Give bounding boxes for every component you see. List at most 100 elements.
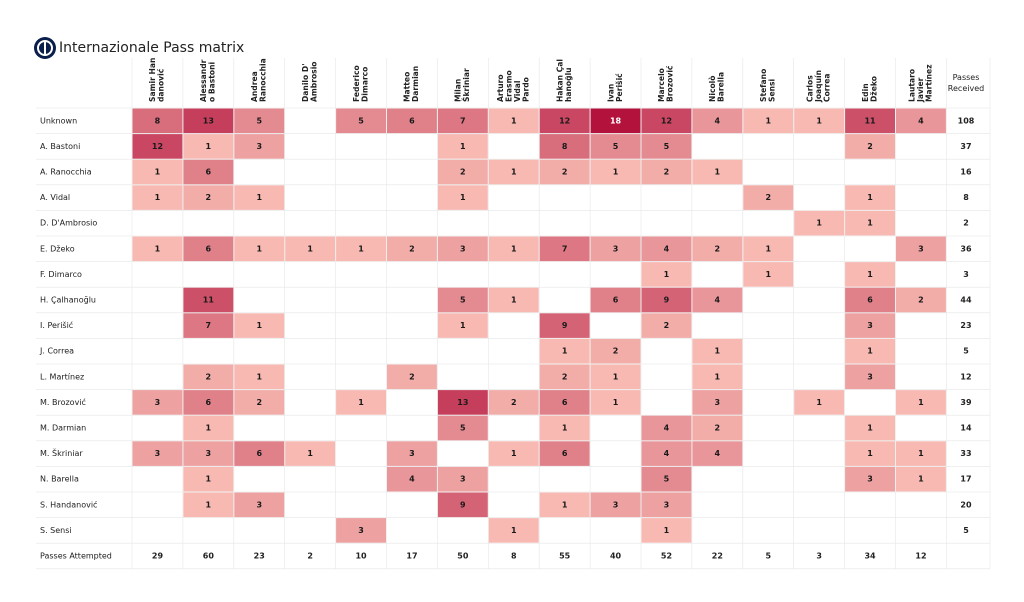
passes-attempted-value: 52 xyxy=(661,552,672,561)
column-header-label: Ivan xyxy=(606,84,615,102)
cell-value: 2 xyxy=(664,168,670,177)
cell-value: 5 xyxy=(664,475,670,484)
column-header-label: Hakan Çal xyxy=(555,59,564,102)
heatmap-cell xyxy=(641,262,692,287)
cell-value: 12 xyxy=(152,142,163,151)
cell-value: 4 xyxy=(664,449,670,458)
heatmap-cell xyxy=(641,159,692,185)
column-header-label: Milan xyxy=(454,79,463,102)
passes-received-value: 12 xyxy=(960,372,971,381)
cell-value: 2 xyxy=(206,372,212,381)
heatmap-cell xyxy=(845,441,895,466)
cell-value: 2 xyxy=(765,193,771,202)
column-header-label: Martínez xyxy=(924,64,933,102)
cell-value: 2 xyxy=(664,321,670,330)
cell-value: 1 xyxy=(460,193,466,202)
heatmap-cell xyxy=(539,415,590,441)
heatmap-cell xyxy=(132,134,183,159)
column-header-label: Marcelo xyxy=(657,68,666,102)
column-header-label: Perišić xyxy=(615,73,624,102)
heatmap-cell xyxy=(845,134,895,159)
heatmap-cell xyxy=(845,287,895,313)
cell-value: 1 xyxy=(867,270,873,279)
passes-received-value: 108 xyxy=(958,116,975,125)
cell-value: 1 xyxy=(765,116,771,125)
cell-value: 2 xyxy=(409,372,415,381)
heatmap-cell xyxy=(488,159,539,185)
heatmap-cell xyxy=(590,108,641,134)
passes-attempted-value: 60 xyxy=(203,552,215,561)
heatmap-cell xyxy=(488,287,539,313)
heatmap-cell xyxy=(285,236,336,262)
heatmap-cell xyxy=(590,236,641,262)
passes-attempted-value: 29 xyxy=(152,552,164,561)
heatmap-cell xyxy=(183,492,234,518)
heatmap-cell xyxy=(132,390,183,415)
receiver-label: A. Bastoni xyxy=(40,142,80,151)
cell-value: 5 xyxy=(613,142,619,151)
cell-value: 1 xyxy=(765,270,771,279)
cell-value: 2 xyxy=(256,398,262,407)
column-header-label: danović xyxy=(157,68,166,102)
heatmap-cell xyxy=(437,134,488,159)
column-header-label: Javier xyxy=(916,77,925,103)
heatmap-cell xyxy=(336,518,386,543)
passes-attempted-value: 55 xyxy=(559,552,571,561)
passes-attempted-value: 40 xyxy=(610,552,622,561)
heatmap-cell xyxy=(437,108,488,134)
cell-value: 1 xyxy=(613,168,619,177)
receiver-label: N. Barella xyxy=(40,475,79,484)
cell-value: 1 xyxy=(918,449,924,458)
column-header-label: Federico xyxy=(352,65,361,102)
heatmap-cell xyxy=(641,287,692,313)
cell-value: 1 xyxy=(206,142,212,151)
heatmap-cell xyxy=(845,338,895,364)
cell-value: 4 xyxy=(409,475,415,484)
cell-value: 3 xyxy=(664,500,670,509)
heatmap-cell xyxy=(692,159,743,185)
heatmap-cell xyxy=(539,441,590,466)
cell-value: 3 xyxy=(256,142,262,151)
heatmap-cell xyxy=(132,159,183,185)
receiver-label: L. Martínez xyxy=(40,372,84,381)
heatmap-cell xyxy=(285,441,336,466)
cell-value: 13 xyxy=(457,398,468,407)
column-header-label: Correa xyxy=(823,73,832,102)
cell-value: 4 xyxy=(664,244,670,253)
cell-value: 1 xyxy=(613,398,619,407)
cell-value: 2 xyxy=(715,424,721,433)
cell-value: 1 xyxy=(460,321,466,330)
heatmap-cell xyxy=(641,134,692,159)
receiver-label: Unknown xyxy=(40,116,77,125)
cell-value: 1 xyxy=(918,475,924,484)
passes-received-value: 23 xyxy=(960,321,971,330)
cell-value: 6 xyxy=(409,116,415,125)
cell-value: 7 xyxy=(460,116,466,125)
column-header-label: o Bastoni xyxy=(208,62,217,102)
cell-value: 1 xyxy=(664,270,670,279)
column-header-label: Vidal xyxy=(513,80,522,102)
heatmap-cell xyxy=(234,134,285,159)
passes-received-header: Passes xyxy=(953,73,980,82)
cell-value: 3 xyxy=(206,449,212,458)
cell-value: 8 xyxy=(155,116,161,125)
cell-value: 11 xyxy=(864,116,876,125)
cell-value: 6 xyxy=(562,449,568,458)
cell-value: 4 xyxy=(664,424,670,433)
column-header-label: Dimarco xyxy=(360,67,369,102)
chart-title: Internazionale Pass matrix xyxy=(59,40,245,56)
heatmap-cell xyxy=(845,108,895,134)
heatmap-cell xyxy=(896,441,946,466)
column-header-label: Andrea xyxy=(250,71,259,102)
heatmap-cell xyxy=(387,236,437,262)
column-header-label: Džeko xyxy=(869,76,878,102)
cell-value: 4 xyxy=(715,296,721,305)
column-header-label: Joaquín xyxy=(814,70,823,103)
cell-value: 3 xyxy=(867,475,873,484)
column-header-label: Alessandr xyxy=(199,59,208,102)
heatmap-cell xyxy=(437,390,488,415)
passes-received-value: 44 xyxy=(960,296,972,305)
cell-value: 1 xyxy=(867,424,873,433)
receiver-label: F. Dimarco xyxy=(40,270,82,279)
